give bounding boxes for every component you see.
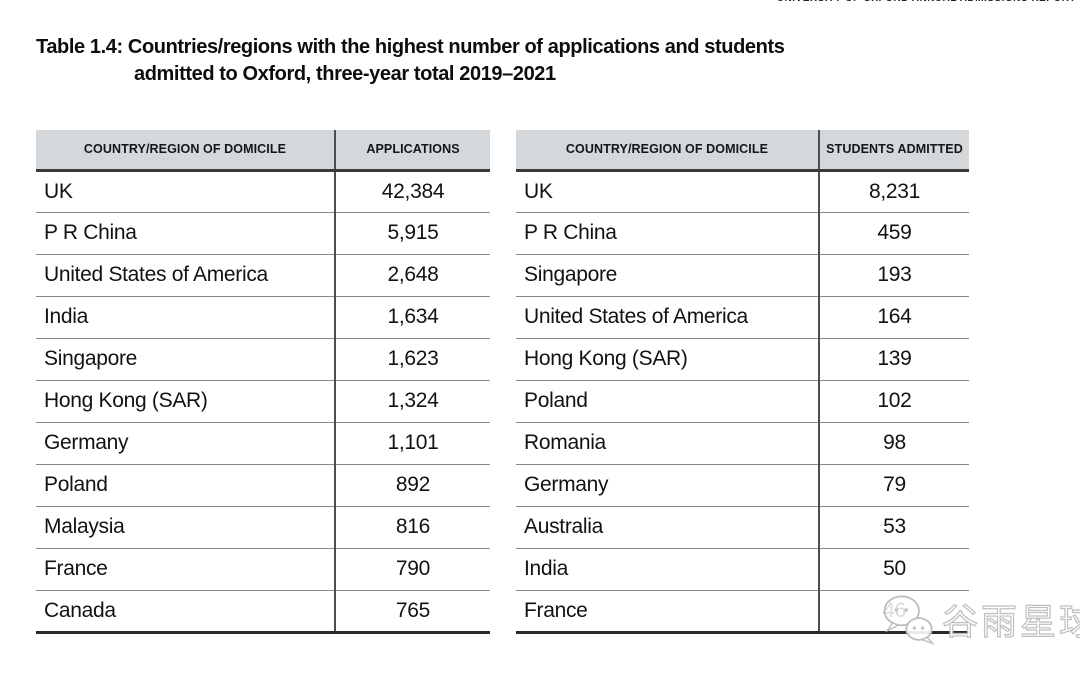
table-row: Poland 102 bbox=[516, 380, 969, 423]
value-cell: 46 bbox=[818, 590, 969, 634]
table-row: France 790 bbox=[36, 548, 490, 591]
value-cell: 5,915 bbox=[334, 212, 490, 255]
table-row: Germany 79 bbox=[516, 464, 969, 507]
value-cell: 459 bbox=[818, 212, 969, 255]
country-cell: UK bbox=[36, 170, 335, 213]
value-cell: 79 bbox=[818, 464, 969, 507]
table-row: P R China 5,915 bbox=[36, 212, 490, 255]
table-row: Singapore 193 bbox=[516, 254, 969, 297]
country-cell: United States of America bbox=[516, 296, 819, 339]
value-cell: 1,634 bbox=[334, 296, 490, 339]
page-header-clipped-text: UNIVERSITY OF OXFORD ANNUAL ADMISSIONS R… bbox=[777, 0, 1076, 4]
students-admitted-country-header: COUNTRY/REGION OF DOMICILE bbox=[516, 130, 819, 172]
country-cell: Singapore bbox=[36, 338, 335, 381]
table-row: Australia 53 bbox=[516, 506, 969, 549]
applications-table: COUNTRY/REGION OF DOMICILE APPLICATIONS … bbox=[36, 130, 490, 634]
country-cell: India bbox=[516, 548, 819, 591]
country-cell: P R China bbox=[516, 212, 819, 255]
table-row: India 1,634 bbox=[36, 296, 490, 339]
table-row: United States of America 164 bbox=[516, 296, 969, 339]
country-cell: Germany bbox=[36, 422, 335, 465]
value-cell: 164 bbox=[818, 296, 969, 339]
country-cell: United States of America bbox=[36, 254, 335, 297]
page-header-clipped: UNIVERSITY OF OXFORD ANNUAL ADMISSIONS R… bbox=[777, 0, 1076, 6]
country-cell: Hong Kong (SAR) bbox=[36, 380, 335, 423]
table-row: Malaysia 816 bbox=[36, 506, 490, 549]
table-row: India 50 bbox=[516, 548, 969, 591]
country-cell: UK bbox=[516, 170, 819, 213]
country-cell: Malaysia bbox=[36, 506, 335, 549]
applications-table-header-row: COUNTRY/REGION OF DOMICILE APPLICATIONS bbox=[36, 130, 490, 172]
value-cell: 790 bbox=[334, 548, 490, 591]
applications-value-header: APPLICATIONS bbox=[334, 130, 490, 172]
country-cell: Poland bbox=[516, 380, 819, 423]
table-row: P R China 459 bbox=[516, 212, 969, 255]
applications-country-header: COUNTRY/REGION OF DOMICILE bbox=[36, 130, 335, 172]
table-row: Canada 765 bbox=[36, 590, 490, 634]
table-row: Poland 892 bbox=[36, 464, 490, 507]
value-cell: 42,384 bbox=[334, 170, 490, 213]
country-cell: Australia bbox=[516, 506, 819, 549]
value-cell: 816 bbox=[334, 506, 490, 549]
value-cell: 193 bbox=[818, 254, 969, 297]
value-cell: 53 bbox=[818, 506, 969, 549]
table-row: UK 42,384 bbox=[36, 170, 490, 213]
country-cell: Canada bbox=[36, 590, 335, 634]
table-title: Table 1.4: Countries/regions with the hi… bbox=[36, 34, 785, 88]
value-cell: 765 bbox=[334, 590, 490, 634]
country-cell: France bbox=[36, 548, 335, 591]
table-title-line2: admitted to Oxford, three-year total 201… bbox=[134, 63, 556, 85]
value-cell: 892 bbox=[334, 464, 490, 507]
table-row: Hong Kong (SAR) 139 bbox=[516, 338, 969, 381]
value-cell: 1,623 bbox=[334, 338, 490, 381]
table-row: Romania 98 bbox=[516, 422, 969, 465]
students-admitted-table-header-row: COUNTRY/REGION OF DOMICILE STUDENTS ADMI… bbox=[516, 130, 969, 172]
country-cell: Poland bbox=[36, 464, 335, 507]
table-row: Hong Kong (SAR) 1,324 bbox=[36, 380, 490, 423]
country-cell: P R China bbox=[36, 212, 335, 255]
value-cell: 50 bbox=[818, 548, 969, 591]
applications-table-body: UK 42,384 P R China 5,915 United States of A… bbox=[36, 170, 490, 634]
value-cell: 1,101 bbox=[334, 422, 490, 465]
value-cell: 8,231 bbox=[818, 170, 969, 213]
country-cell: Singapore bbox=[516, 254, 819, 297]
students-admitted-table-body: UK 8,231 P R China 459 Singapore 193 United St… bbox=[516, 170, 969, 634]
value-cell: 139 bbox=[818, 338, 969, 381]
table-row: Germany 1,101 bbox=[36, 422, 490, 465]
value-cell: 98 bbox=[818, 422, 969, 465]
table-row: UK 8,231 bbox=[516, 170, 969, 213]
country-cell: India bbox=[36, 296, 335, 339]
table-row: United States of America 2,648 bbox=[36, 254, 490, 297]
students-admitted-value-header: STUDENTS ADMITTED bbox=[818, 130, 969, 172]
table-title-line1: Table 1.4: Countries/regions with the hi… bbox=[36, 36, 785, 58]
country-cell: Germany bbox=[516, 464, 819, 507]
country-cell: Romania bbox=[516, 422, 819, 465]
table-row: France 46 bbox=[516, 590, 969, 634]
country-cell: France bbox=[516, 590, 819, 634]
value-cell: 2,648 bbox=[334, 254, 490, 297]
students-admitted-table: COUNTRY/REGION OF DOMICILE STUDENTS ADMI… bbox=[516, 130, 969, 634]
value-cell: 1,324 bbox=[334, 380, 490, 423]
tables-container: COUNTRY/REGION OF DOMICILE APPLICATIONS … bbox=[36, 130, 969, 634]
table-row: Singapore 1,623 bbox=[36, 338, 490, 381]
country-cell: Hong Kong (SAR) bbox=[516, 338, 819, 381]
value-cell: 102 bbox=[818, 380, 969, 423]
